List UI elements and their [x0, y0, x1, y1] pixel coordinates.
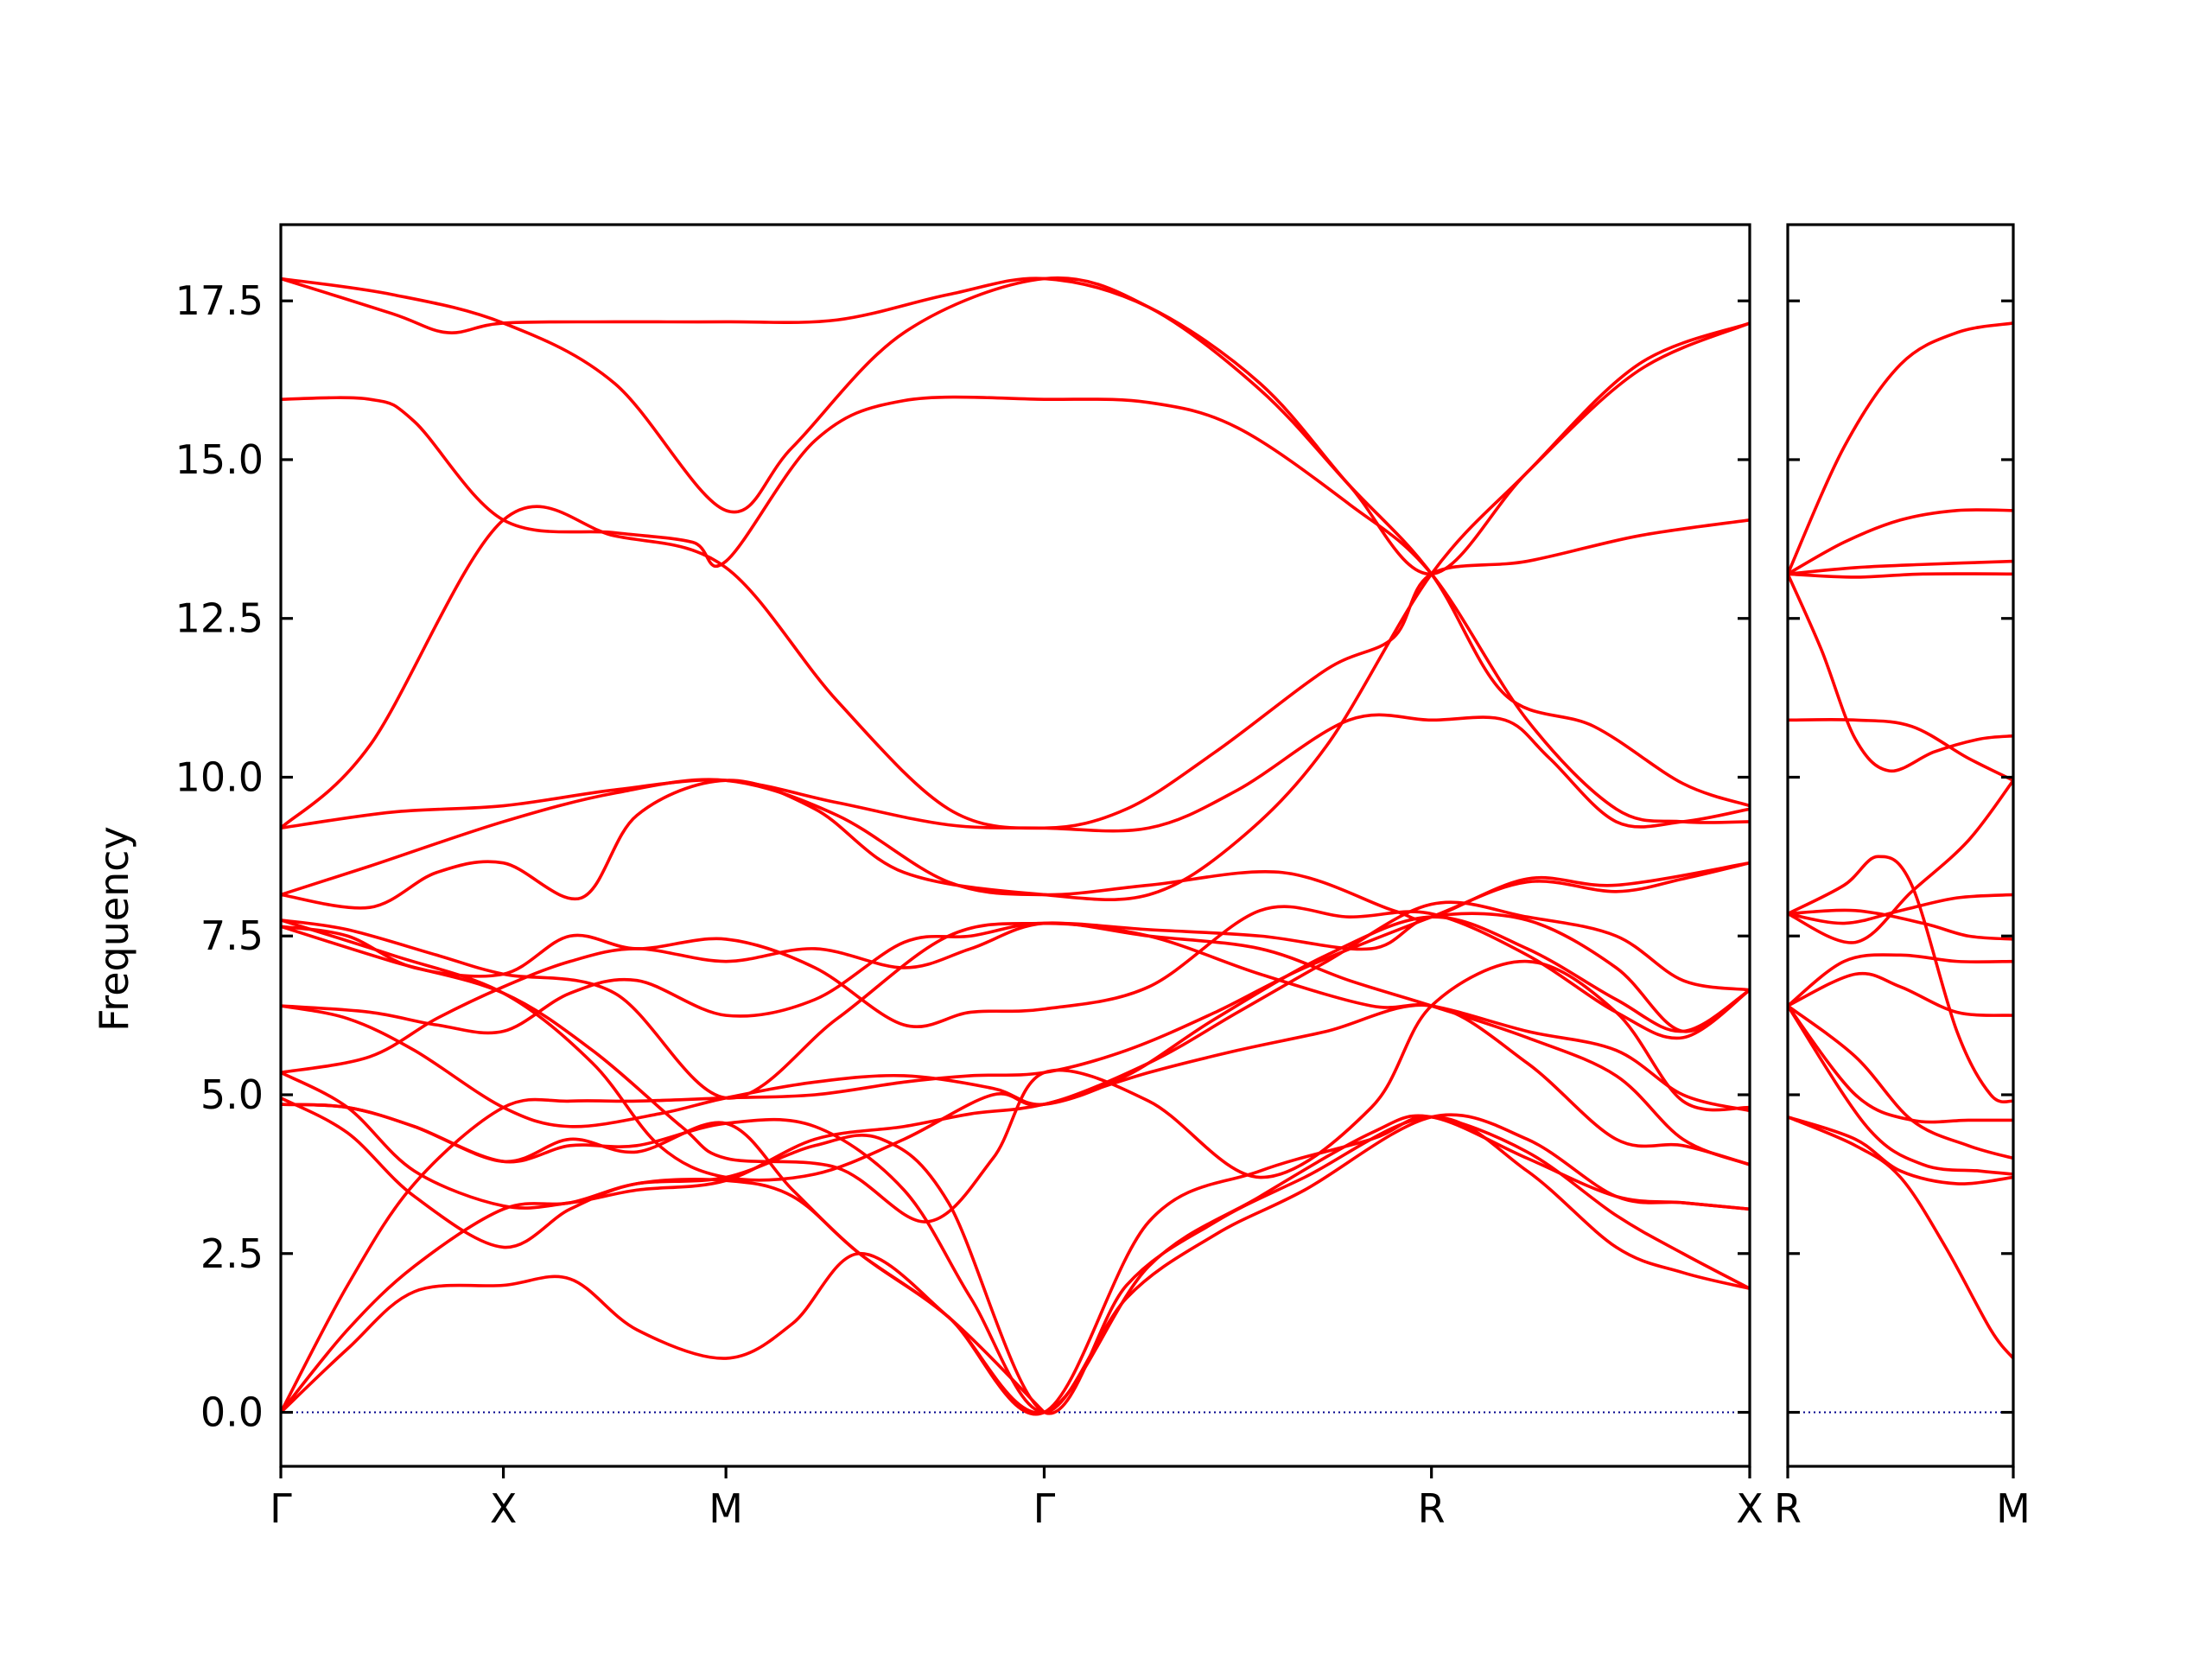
band-line-0-14 [281, 1003, 1750, 1210]
x-tick-label: Γ [1033, 1485, 1056, 1532]
band-line-1-5 [1788, 717, 2013, 782]
band-line-1-12 [1788, 1004, 2013, 1160]
x-tick-label: M [1996, 1485, 2031, 1532]
band-line-0-17 [281, 1103, 1750, 1414]
band-line-0-5 [281, 321, 1750, 910]
band-line-1-11 [1788, 953, 2013, 1007]
band-line-1-16 [1788, 1115, 2013, 1360]
band-series-group [1788, 321, 2013, 1360]
band-line-0-1 [281, 276, 1750, 808]
band-line-0-12 [281, 921, 1750, 1113]
x-tick-label: X [490, 1485, 518, 1532]
y-tick-label: 12.5 [175, 595, 264, 642]
band-line-0-13 [281, 921, 1750, 1166]
panel-main: 0.0 2.5 5.0 7.5 10.0 12.5 15.0 17.5 Γ X M Γ R X [175, 223, 1764, 1532]
y-tick-label: 5.0 [200, 1071, 264, 1118]
axes-frame [1786, 223, 2015, 1468]
y-tick-label: 0.0 [200, 1389, 264, 1436]
band-line-1-3 [1788, 572, 2013, 579]
band-line-0-20 [281, 1251, 1046, 1414]
x-tick-label: R [1774, 1485, 1802, 1532]
band-line-0-18 [281, 1115, 1750, 1415]
band-line-1-13 [1788, 1004, 2013, 1124]
band-line-1-8 [1788, 893, 2013, 925]
band-line-1-9 [1788, 779, 2013, 944]
y-tick-label: 10.0 [175, 753, 264, 800]
band-line-1-2 [1788, 559, 2013, 576]
y-tick-label: 2.5 [200, 1230, 264, 1277]
band-line-0-16 [281, 1103, 1750, 1414]
band-line-0-10 [281, 905, 1750, 1040]
band-line-1-14 [1788, 1004, 2013, 1176]
band-line-0-19 [281, 861, 1750, 1414]
y-axis-label: Frequency [91, 826, 137, 1032]
band-line-0-4 [281, 713, 1750, 833]
band-line-1-15 [1788, 1115, 2013, 1185]
band-series-group [281, 276, 1750, 1416]
x-tick-label: M [709, 1485, 743, 1532]
band-line-1-10 [1788, 971, 2013, 1017]
band-line-1-0 [1788, 321, 2013, 576]
y-tick-label: 17.5 [175, 277, 264, 324]
band-line-1-4 [1788, 572, 2013, 772]
band-line-1-7 [1788, 908, 2013, 941]
y-tick-label: 15.0 [175, 436, 264, 483]
x-tick-label: X [1736, 1485, 1764, 1532]
band-line-0-9 [281, 925, 1750, 1224]
x-tick-label: Γ [270, 1485, 292, 1532]
x-tick-label: R [1418, 1485, 1446, 1532]
axes-frame [279, 223, 1751, 1468]
y-tick-label: 7.5 [200, 912, 264, 959]
band-line-1-1 [1788, 508, 2013, 576]
